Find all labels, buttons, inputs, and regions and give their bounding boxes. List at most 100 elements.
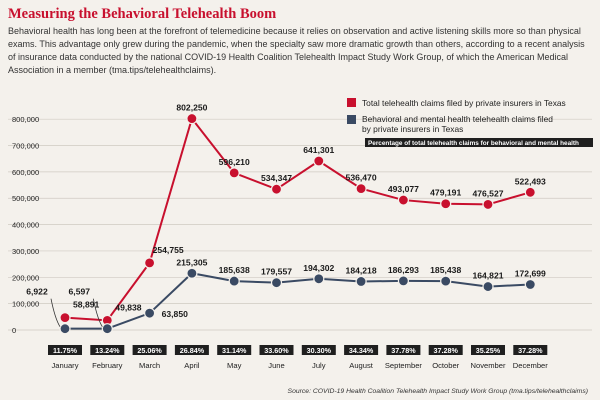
data-point — [482, 280, 494, 293]
x-tick-label: March — [139, 361, 160, 370]
data-label: 185,438 — [430, 265, 461, 275]
percent-badge-label: 31.14% — [222, 346, 247, 355]
y-tick-label: 800,000 — [12, 115, 39, 124]
intro-paragraph: Behavioral health has long been at the f… — [8, 26, 585, 75]
data-point — [186, 112, 198, 125]
data-label: 58,891 — [73, 300, 100, 310]
data-point — [355, 183, 367, 195]
percent-badge — [386, 345, 421, 355]
source-note: Source: COVID-19 Health Coalition Telehe… — [287, 388, 588, 395]
data-label: 184,218 — [346, 265, 377, 275]
x-tick-label: October — [432, 361, 459, 370]
percent-badge-label: 33.60% — [264, 346, 289, 355]
percent-badge-label: 34.34% — [349, 346, 374, 355]
legend-label-total: Total telehealth claims filed by private… — [362, 98, 566, 108]
y-axis: 0 100,000 200,000 300,000 400,000 500,000 600,… — [12, 115, 39, 335]
data-label: 522,493 — [515, 176, 546, 186]
data-label: 164,821 — [472, 271, 503, 281]
percent-badge-label: 25.06% — [137, 346, 162, 355]
grid-layer — [8, 118, 592, 331]
percent-badge-label: 13.24% — [95, 346, 120, 355]
data-label: 215,305 — [176, 257, 207, 267]
y-tick-label: 700,000 — [12, 142, 39, 151]
percent-badge — [344, 345, 379, 355]
data-label: 254,755 — [153, 245, 184, 255]
percent-badge — [48, 345, 82, 355]
percent-legend-label: Percentage of total telehealth claims fo… — [368, 140, 579, 147]
data-point — [59, 323, 71, 335]
data-point — [440, 198, 452, 210]
data-label: 802,250 — [176, 103, 207, 113]
data-label: 186,293 — [388, 265, 419, 275]
x-tick-label: April — [184, 361, 200, 370]
y-tick-label: 500,000 — [12, 194, 39, 203]
legend-swatch-total — [347, 98, 356, 107]
data-point — [355, 275, 367, 288]
percent-badge — [471, 345, 505, 355]
data-label: 6,922 — [26, 287, 48, 297]
legend-label-behavioral: Behavioral and mental health telehealth … — [362, 114, 553, 134]
data-label: 179,557 — [261, 267, 292, 277]
data-point — [397, 275, 409, 287]
percent-badge-label: 37.28% — [518, 346, 543, 355]
percent-badges: 11.75% 13.24% 25.06% 26.84% 31.14% 33.60% 30.3… — [48, 345, 548, 355]
percent-badge-label: 30.30% — [307, 346, 332, 355]
percent-badge-label: 37.78% — [391, 346, 416, 355]
percent-badge — [132, 345, 167, 355]
data-point — [144, 307, 156, 319]
x-tick-label: May — [227, 361, 242, 370]
series-line-behavioral — [65, 272, 531, 330]
data-point — [313, 155, 325, 167]
data-label: 476,527 — [472, 188, 503, 198]
data-label: 185,638 — [219, 265, 250, 275]
data-point — [524, 186, 536, 198]
percent-badge — [174, 345, 209, 355]
data-label: 49,838 — [115, 302, 142, 312]
percent-badge — [428, 345, 463, 355]
data-point — [101, 323, 113, 335]
page-title: Measuring the Behavioral Telehealth Boom — [8, 6, 277, 22]
x-tick-label: February — [92, 361, 123, 370]
data-point — [228, 167, 240, 179]
series-lines — [64, 116, 531, 330]
data-label: 172,699 — [515, 268, 546, 278]
data-point — [59, 312, 71, 324]
x-axis: January February March April May June July Augu… — [51, 361, 548, 370]
x-tick-label: August — [349, 361, 374, 370]
data-point — [228, 275, 240, 287]
y-tick-label: 100,000 — [12, 300, 39, 309]
percent-badge — [513, 345, 548, 355]
data-point — [144, 257, 156, 269]
callout-leader — [50, 298, 61, 327]
data-point — [186, 267, 198, 279]
series-points — [59, 112, 536, 335]
data-label: 194,302 — [303, 263, 334, 273]
data-point — [397, 194, 409, 206]
percent-badge — [90, 345, 125, 355]
percent-badge — [217, 345, 252, 355]
y-tick-label: 600,000 — [12, 168, 39, 177]
legend-swatch-behavioral — [347, 115, 356, 124]
data-label: 63,850 — [162, 309, 189, 319]
percent-badge — [301, 345, 336, 355]
x-tick-label: December — [513, 361, 548, 370]
y-tick-label: 200,000 — [12, 273, 39, 282]
data-point — [482, 198, 494, 211]
data-label: 596,210 — [219, 157, 250, 167]
series-line-total — [64, 116, 531, 322]
data-label: 493,077 — [388, 184, 419, 194]
data-point — [524, 278, 536, 291]
data-point — [270, 183, 283, 195]
data-label: 536,470 — [346, 173, 377, 183]
percent-badge-label: 11.75% — [53, 346, 78, 355]
x-tick-label: November — [470, 361, 505, 370]
data-label: 6,597 — [69, 287, 91, 297]
data-point — [313, 273, 325, 285]
data-label: 641,301 — [303, 145, 334, 155]
y-tick-label: 400,000 — [12, 221, 39, 230]
data-point — [270, 277, 283, 289]
percent-badge-label: 26.84% — [180, 346, 205, 355]
data-labels: 58,891 49,838 254,755 802,250 596,210 534,347… — [26, 103, 546, 327]
